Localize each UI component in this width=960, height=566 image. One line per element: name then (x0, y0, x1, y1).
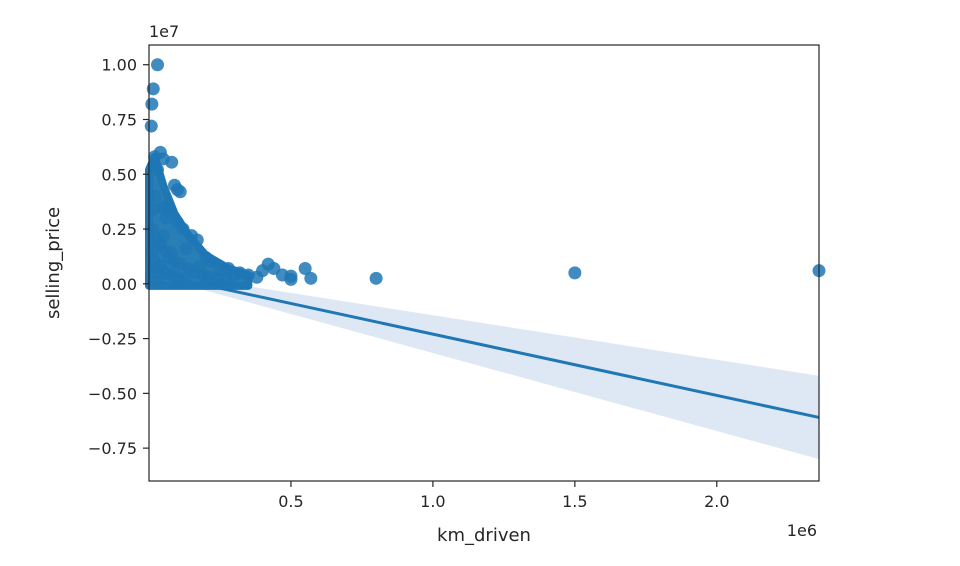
y-tick-label: 0.75 (101, 110, 137, 129)
y-tick-label: 0.50 (101, 165, 137, 184)
data-point (204, 255, 218, 269)
data-point (304, 271, 318, 285)
x-ticks: 0.5 1.0 1.5 2.0 (278, 481, 730, 511)
data-point (151, 58, 165, 72)
y-ticks: 1.00 0.75 0.50 0.25 0.00 −0.25 −0.50 −0.75 (88, 56, 149, 458)
data-point (146, 244, 160, 258)
data-point (145, 97, 159, 111)
data-point (156, 200, 170, 214)
confidence-band-layer (149, 270, 819, 460)
x-tick-label: 1.0 (420, 492, 445, 511)
data-point (568, 266, 582, 280)
data-point (148, 189, 162, 203)
x-tick-label: 0.5 (278, 492, 303, 511)
y-tick-label: −0.25 (88, 330, 137, 349)
data-point (179, 242, 193, 256)
data-point (298, 261, 312, 275)
data-point (173, 185, 187, 199)
y-offset-label: 1e7 (149, 22, 179, 41)
x-tick-label: 1.5 (562, 492, 587, 511)
y-tick-label: 1.00 (101, 56, 137, 75)
data-point (146, 82, 160, 96)
data-point (159, 211, 173, 225)
data-point (144, 119, 158, 133)
data-point (284, 272, 298, 286)
data-point (151, 163, 165, 177)
x-tick-label: 2.0 (704, 492, 729, 511)
data-point (190, 233, 204, 247)
regression-line (148, 271, 820, 419)
y-tick-label: −0.50 (88, 384, 137, 403)
regression-line-layer (148, 271, 820, 419)
x-axis-label: km_driven (437, 525, 531, 546)
y-axis-label: selling_price (43, 207, 64, 319)
points-layer (144, 58, 826, 286)
data-point (369, 271, 383, 285)
data-point (165, 155, 179, 169)
confidence-band (149, 270, 819, 460)
y-tick-label: 0.00 (101, 275, 137, 294)
data-point (219, 272, 233, 286)
plot-frame (148, 44, 820, 482)
y-tick-label: 0.25 (101, 220, 137, 239)
y-tick-label: −0.75 (88, 439, 137, 458)
x-offset-label: 1e6 (787, 521, 817, 540)
data-point (156, 229, 170, 243)
